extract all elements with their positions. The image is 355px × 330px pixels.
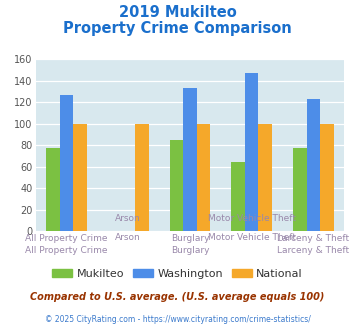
Text: Larceny & Theft: Larceny & Theft — [277, 246, 350, 255]
Text: © 2025 CityRating.com - https://www.cityrating.com/crime-statistics/: © 2025 CityRating.com - https://www.city… — [45, 315, 310, 324]
Bar — [307, 99, 320, 231]
Text: Burglary: Burglary — [171, 234, 209, 244]
Bar — [197, 124, 210, 231]
Bar — [46, 148, 60, 231]
Text: All Property Crime: All Property Crime — [25, 234, 108, 244]
Text: Arson: Arson — [115, 233, 141, 242]
Bar — [293, 148, 307, 231]
Bar — [258, 124, 272, 231]
Text: Burglary: Burglary — [171, 246, 209, 255]
Bar — [183, 88, 197, 231]
Text: Larceny & Theft: Larceny & Theft — [277, 234, 350, 244]
Bar — [60, 95, 73, 231]
Bar — [135, 124, 148, 231]
Text: Motor Vehicle Theft: Motor Vehicle Theft — [208, 214, 296, 223]
Bar — [170, 140, 183, 231]
Text: Motor Vehicle Theft: Motor Vehicle Theft — [208, 233, 296, 242]
Text: Arson: Arson — [115, 214, 141, 223]
Bar — [73, 124, 87, 231]
Text: Property Crime Comparison: Property Crime Comparison — [63, 21, 292, 36]
Bar — [245, 73, 258, 231]
Bar — [320, 124, 334, 231]
Text: Compared to U.S. average. (U.S. average equals 100): Compared to U.S. average. (U.S. average … — [30, 292, 325, 302]
Text: All Property Crime: All Property Crime — [25, 246, 108, 255]
Bar — [231, 162, 245, 231]
Text: 2019 Mukilteo: 2019 Mukilteo — [119, 5, 236, 20]
Legend: Mukilteo, Washington, National: Mukilteo, Washington, National — [48, 265, 307, 283]
